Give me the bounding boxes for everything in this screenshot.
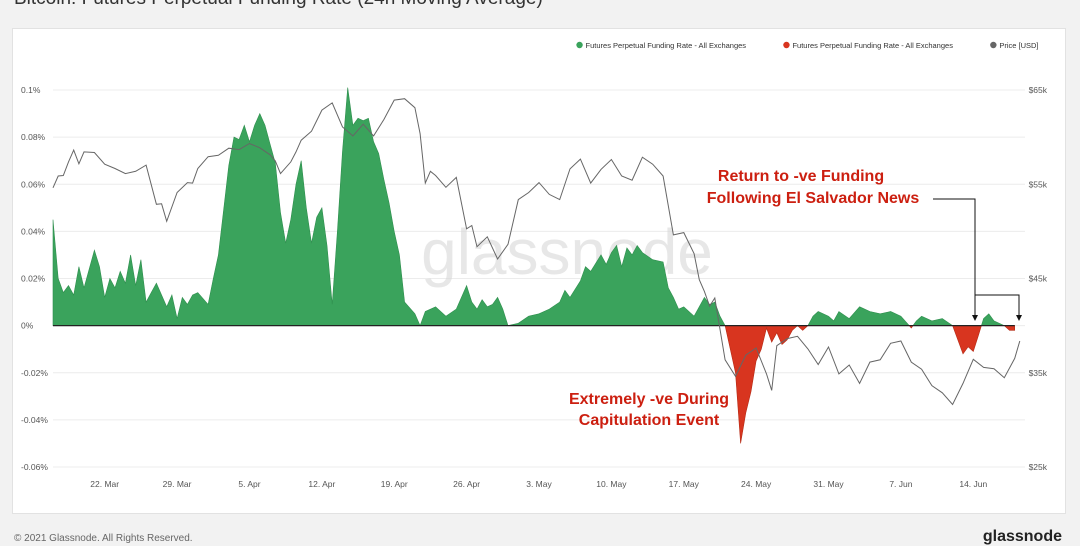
x-tick-label: 3. May <box>526 479 552 489</box>
annotation-text: Capitulation Event <box>579 412 720 429</box>
y-right-tick-label: $25k <box>1029 462 1048 472</box>
y-right-tick-label: $55k <box>1029 179 1048 189</box>
y-left-tick-label: 0.02% <box>21 274 46 284</box>
x-tick-label: 10. May <box>596 479 627 489</box>
x-tick-label: 29. Mar <box>163 479 192 489</box>
x-tick-label: 5. Apr <box>238 479 260 489</box>
chart-legend: Price [USD] Futures Perpetual Funding Rat… <box>576 41 1039 50</box>
x-tick-label: 31. May <box>813 479 844 489</box>
legend-label: Futures Perpetual Funding Rate - All Exc… <box>586 41 747 50</box>
annotation-text: Following El Salvador News <box>707 190 920 207</box>
right-axis-labels: $65k $55k $45k $35k $25k <box>1029 85 1048 472</box>
x-tick-label: 7. Jun <box>889 479 912 489</box>
x-tick-label: 26. Apr <box>453 479 480 489</box>
y-left-tick-label: 0.06% <box>21 179 46 189</box>
y-left-tick-label: 0.08% <box>21 132 46 142</box>
legend-label: Price [USD] <box>999 41 1038 50</box>
annotation-arrowhead <box>1016 315 1022 321</box>
annotation-connector <box>975 294 1020 319</box>
brand-logo: glassnode <box>982 528 1062 545</box>
price-line <box>52 98 1021 406</box>
legend-swatch <box>783 41 790 49</box>
x-tick-label: 24. May <box>741 479 772 489</box>
x-tick-label: 12. Apr <box>308 479 335 489</box>
funding-rate-chart: glassnode 0.1% 0.08% 0.06% 0.04% 0.02% 0% -0.0… <box>21 41 1048 489</box>
annotation-connector <box>933 198 976 319</box>
annotation-text: Extremely -ve During <box>569 391 729 408</box>
annotation-arrowhead <box>972 315 978 321</box>
legend-label: Futures Perpetual Funding Rate - All Exc… <box>792 41 953 50</box>
y-right-tick-label: $65k <box>1029 85 1048 95</box>
annotation-text: Return to -ve Funding <box>718 168 884 185</box>
x-tick-label: 17. May <box>669 479 700 489</box>
y-left-tick-label: 0% <box>21 321 34 331</box>
y-right-tick-label: $35k <box>1029 368 1048 378</box>
y-left-tick-label: -0.04% <box>21 415 48 425</box>
y-left-tick-label: -0.06% <box>21 462 48 472</box>
funding-rate-areas <box>52 87 1015 444</box>
legend-swatch <box>990 41 997 49</box>
copyright-text: © 2021 Glassnode. All Rights Reserved. <box>14 533 193 544</box>
y-right-tick-label: $45k <box>1029 274 1048 284</box>
x-tick-label: 14. Jun <box>959 479 987 489</box>
x-axis-labels: 22. Mar 29. Mar 5. Apr 12. Apr 19. Apr 26. Ap… <box>90 479 987 489</box>
negative-funding-area <box>53 325 1015 444</box>
page-title: Bitcoin: Futures Perpetual Funding Rate … <box>14 0 543 10</box>
price-line-path <box>52 98 1021 406</box>
watermark: glassnode <box>421 216 713 288</box>
left-axis-labels: 0.1% 0.08% 0.06% 0.04% 0.02% 0% -0.02% -0.04% -0… <box>21 85 48 472</box>
legend-swatch <box>576 41 583 49</box>
positive-funding-area <box>52 87 1015 327</box>
chart-annotations: Return to -ve Funding Following El Salvad… <box>569 168 1022 429</box>
x-tick-label: 22. Mar <box>90 479 119 489</box>
x-tick-label: 19. Apr <box>381 479 408 489</box>
y-left-tick-label: -0.02% <box>21 368 48 378</box>
y-left-tick-label: 0.04% <box>21 226 46 236</box>
y-left-tick-label: 0.1% <box>21 85 41 95</box>
chart-panel: glassnode 0.1% 0.08% 0.06% 0.04% 0.02% 0% -0.0… <box>12 28 1066 514</box>
